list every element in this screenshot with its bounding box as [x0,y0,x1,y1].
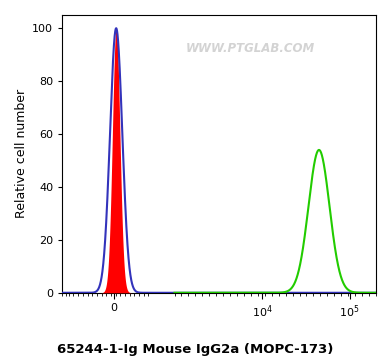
Text: WWW.PTGLAB.COM: WWW.PTGLAB.COM [186,42,315,55]
Y-axis label: Relative cell number: Relative cell number [15,89,28,219]
Text: 65244-1-Ig Mouse IgG2a (MOPC-173): 65244-1-Ig Mouse IgG2a (MOPC-173) [57,343,334,356]
